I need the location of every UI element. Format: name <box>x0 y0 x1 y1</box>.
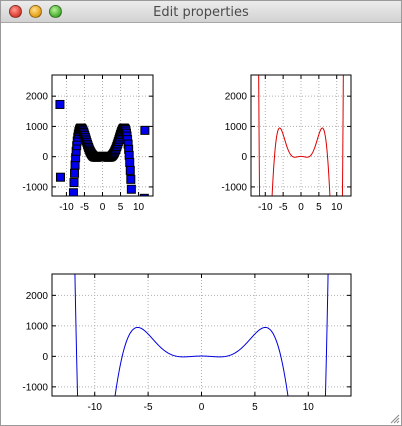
plot-area <box>258 75 344 196</box>
y-tick-label: -1000 <box>22 382 48 393</box>
x-tick-label: 10 <box>331 202 343 213</box>
scatter-marker <box>65 297 73 305</box>
x-tick-label: -10 <box>258 202 273 213</box>
y-tick-label: -1000 <box>221 182 247 193</box>
y-tick-label: 0 <box>241 152 247 163</box>
scatter-marker <box>140 249 148 257</box>
scatter-marker <box>57 232 65 240</box>
scatter-marker <box>70 168 80 178</box>
scatter-marker <box>134 361 142 369</box>
scatter-marker <box>69 178 79 188</box>
scatter-marker <box>70 160 80 170</box>
scatter-marker <box>133 336 141 344</box>
scatter-marker <box>131 262 139 270</box>
scatter-marker <box>64 327 72 335</box>
series-line <box>258 75 344 196</box>
scatter-marker <box>138 367 146 375</box>
x-tick-label: 0 <box>100 202 106 213</box>
x-tick-label: 10 <box>133 202 145 213</box>
plot-area <box>74 274 329 396</box>
scatter-marker <box>137 377 145 385</box>
x-tick-label: 0 <box>298 202 304 213</box>
y-tick-label: -1000 <box>22 182 48 193</box>
y-tick-label: 2000 <box>26 92 49 103</box>
scatter-marker <box>139 193 149 196</box>
scatter-marker <box>58 279 66 287</box>
scatter-marker <box>135 370 143 378</box>
scatter-marker <box>65 312 73 320</box>
x-tick-label: 5 <box>316 202 322 213</box>
scatter-marker <box>134 349 142 357</box>
scatter-marker <box>66 282 74 290</box>
scatter-marker <box>59 343 67 351</box>
y-tick-label: 0 <box>42 352 48 363</box>
scatter-marker <box>58 316 66 324</box>
scatter-marker <box>135 377 143 385</box>
scatter-marker <box>130 248 138 256</box>
y-tick-label: 2000 <box>225 92 248 103</box>
scatter-marker <box>131 277 139 285</box>
scatter-marker <box>132 307 140 315</box>
close-button[interactable] <box>9 5 22 18</box>
y-tick-label: 2000 <box>26 291 49 302</box>
scatter-marker <box>62 364 70 372</box>
scatter-marker <box>125 165 135 175</box>
scatter-marker <box>68 225 76 233</box>
scatter-marker <box>129 220 137 228</box>
scatter-marker <box>126 174 136 184</box>
minimize-button[interactable] <box>29 5 42 18</box>
x-tick-label: 0 <box>199 402 205 413</box>
scatter-marker <box>63 353 71 361</box>
plot-area <box>55 43 150 390</box>
x-tick-label: 10 <box>303 402 315 413</box>
scatter-marker <box>61 382 69 390</box>
plot-scatter-markers[interactable]: -10 -5 0 5 10 -1000 0 1000 2000 <box>22 23 154 390</box>
y-tick-label: 1000 <box>225 122 248 133</box>
x-tick-label: 5 <box>252 402 258 413</box>
scatter-marker <box>132 292 140 300</box>
scatter-marker <box>130 234 138 242</box>
scatter-marker <box>61 379 69 387</box>
x-tick-label: -5 <box>80 202 89 213</box>
x-tick-label: -10 <box>59 202 74 213</box>
resize-grip-icon[interactable] <box>388 412 400 424</box>
zoom-button[interactable] <box>49 5 62 18</box>
scatter-marker <box>67 238 75 246</box>
scatter-marker <box>55 99 65 109</box>
y-tick-label: 1000 <box>26 321 49 332</box>
scatter-marker <box>126 184 136 194</box>
scatter-marker <box>139 292 147 300</box>
scatter-marker <box>136 381 144 389</box>
y-tick-label: 1000 <box>26 122 49 133</box>
scatter-marker <box>137 381 145 389</box>
scatter-marker <box>140 125 150 135</box>
scatter-marker <box>62 373 70 381</box>
x-tick-label: -5 <box>279 202 288 213</box>
scatter-marker <box>68 212 76 220</box>
window-title: Edit properties <box>153 5 249 20</box>
scatter-marker <box>68 188 78 196</box>
scatter-marker <box>55 172 65 182</box>
scatter-marker <box>141 43 149 51</box>
scatter-marker <box>64 341 72 349</box>
plot-red-line[interactable]: -10 -5 0 5 10 -1000 0 1000 2000 <box>221 23 352 386</box>
x-tick-label: -5 <box>144 402 153 413</box>
title-bar[interactable]: Edit properties <box>1 1 401 23</box>
x-tick-label: 5 <box>118 202 124 213</box>
scatter-marker <box>60 374 68 382</box>
scatter-marker <box>59 362 67 370</box>
series-line <box>74 274 329 396</box>
x-tick-label: -10 <box>87 402 102 413</box>
scatter-marker <box>125 157 135 167</box>
y-tick-label: 0 <box>42 152 48 163</box>
scatter-marker <box>67 252 75 260</box>
